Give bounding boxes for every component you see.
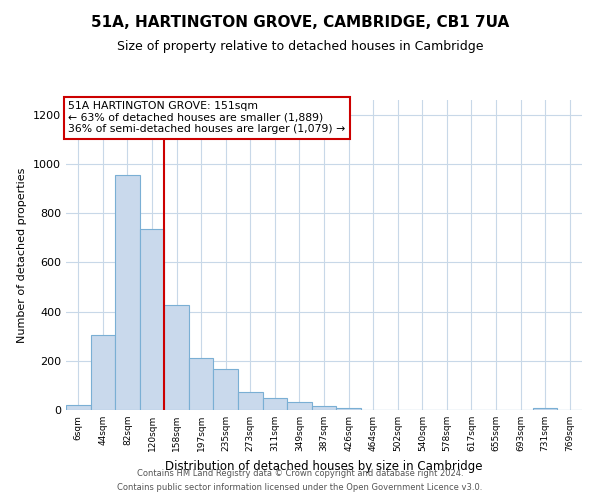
Text: Contains public sector information licensed under the Open Government Licence v3: Contains public sector information licen…	[118, 484, 482, 492]
Bar	[312, 406, 336, 410]
Bar	[287, 402, 312, 410]
Text: 51A HARTINGTON GROVE: 151sqm
← 63% of detached houses are smaller (1,889)
36% of: 51A HARTINGTON GROVE: 151sqm ← 63% of de…	[68, 101, 345, 134]
Bar	[164, 306, 189, 410]
Text: 51A, HARTINGTON GROVE, CAMBRIDGE, CB1 7UA: 51A, HARTINGTON GROVE, CAMBRIDGE, CB1 7U…	[91, 15, 509, 30]
Bar	[238, 392, 263, 410]
Bar	[140, 229, 164, 410]
Bar	[189, 358, 214, 410]
Bar	[66, 405, 91, 410]
Bar	[91, 335, 115, 410]
Text: Contains HM Land Registry data © Crown copyright and database right 2024.: Contains HM Land Registry data © Crown c…	[137, 468, 463, 477]
Y-axis label: Number of detached properties: Number of detached properties	[17, 168, 28, 342]
Bar	[263, 398, 287, 410]
Bar	[533, 408, 557, 410]
X-axis label: Distribution of detached houses by size in Cambridge: Distribution of detached houses by size …	[165, 460, 483, 472]
Bar	[214, 370, 238, 410]
Text: Size of property relative to detached houses in Cambridge: Size of property relative to detached ho…	[117, 40, 483, 53]
Bar	[336, 408, 361, 410]
Bar	[115, 175, 140, 410]
